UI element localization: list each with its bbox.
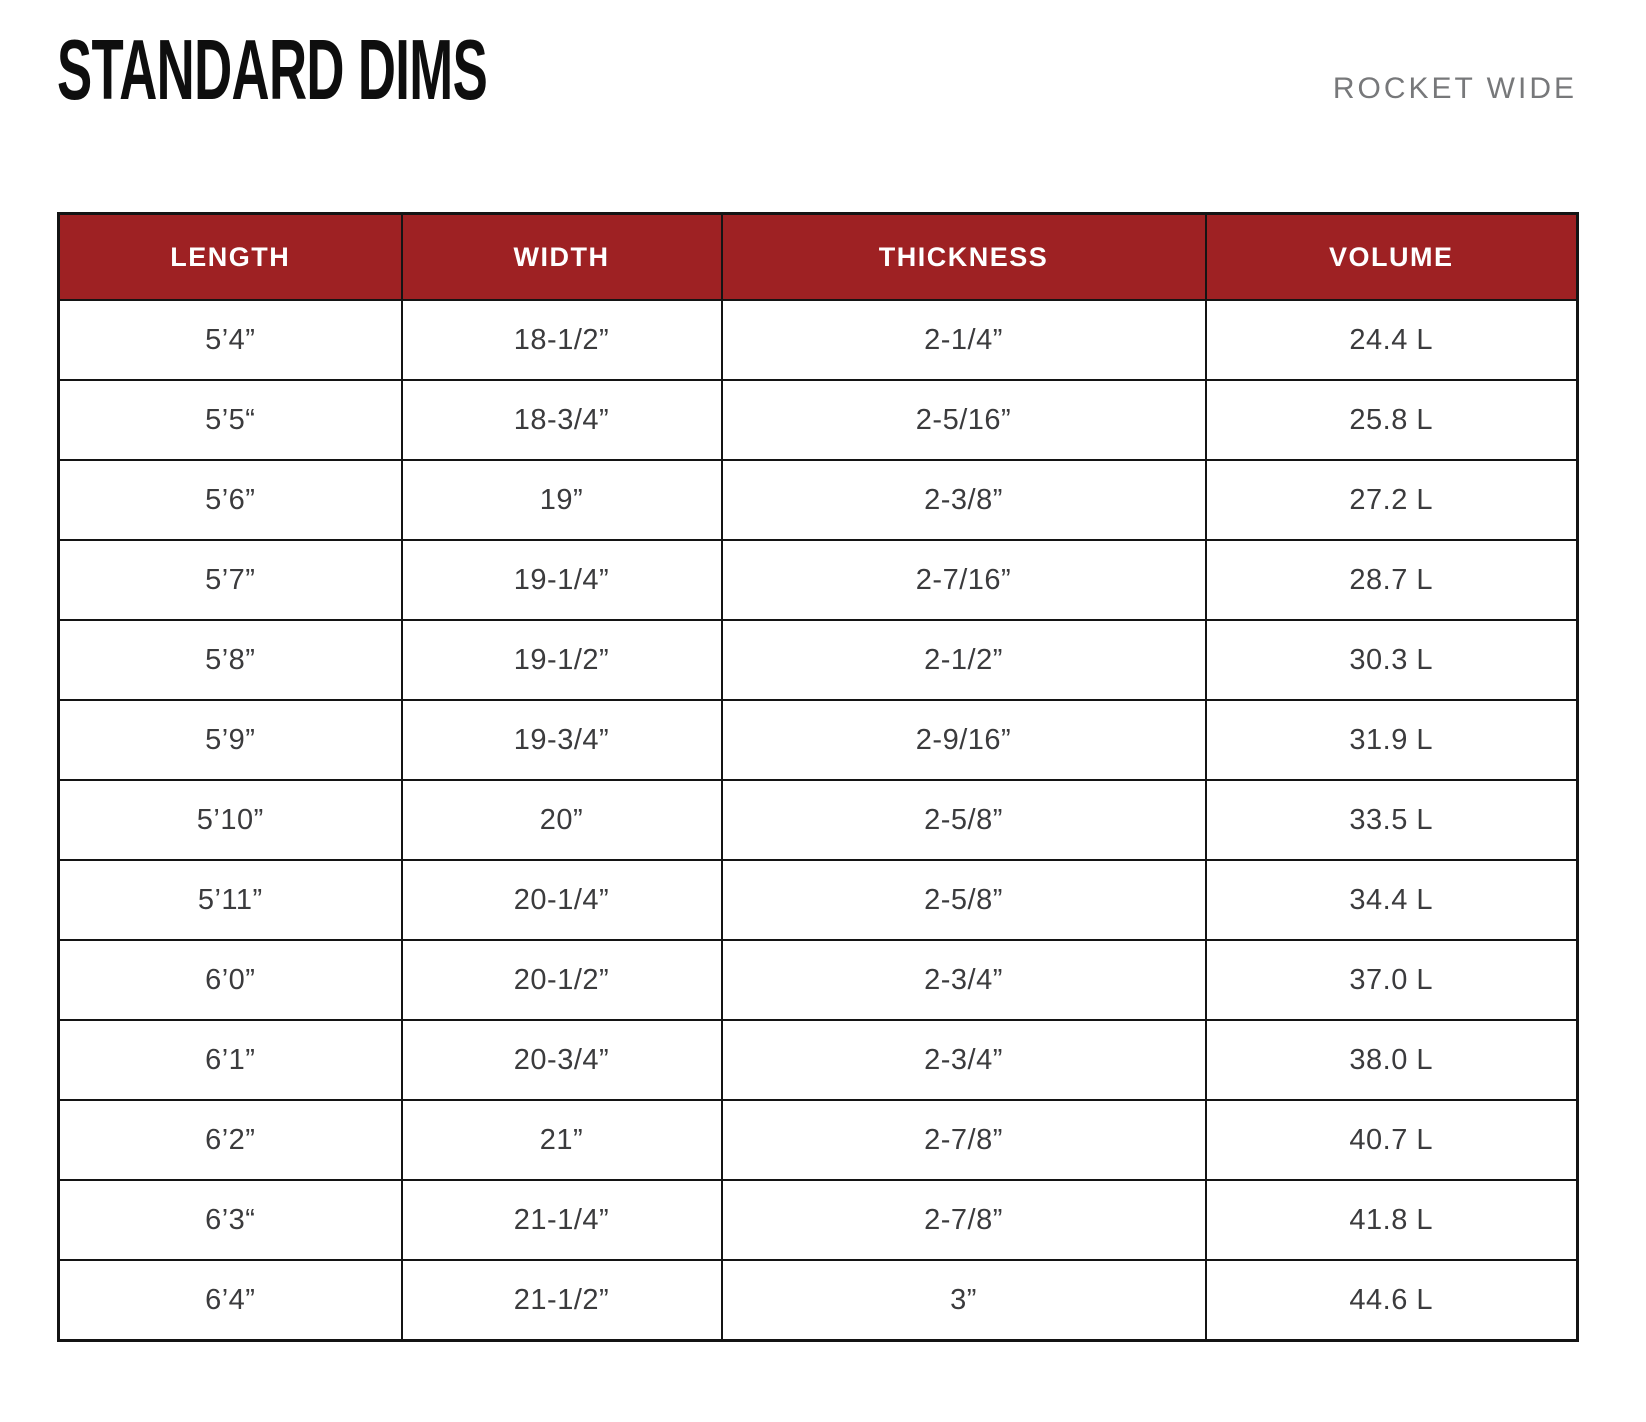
table-row: 6’1” 20-3/4” 2-3/4” 38.0 L (57, 1019, 1579, 1101)
cell-volume: 38.0 L (1204, 1019, 1579, 1101)
cell-thickness: 2-1/4” (720, 299, 1207, 381)
page-title: STANDARD DIMS (57, 23, 488, 118)
cell-volume: 30.3 L (1204, 619, 1579, 701)
cell-volume: 33.5 L (1204, 779, 1579, 861)
column-header-volume: VOLUME (1204, 212, 1579, 301)
cell-width: 20-1/4” (400, 859, 723, 941)
cell-width: 21” (400, 1099, 723, 1181)
cell-width: 21-1/2” (400, 1259, 723, 1342)
cell-thickness: 2-3/4” (720, 1019, 1207, 1101)
cell-width: 19-1/2” (400, 619, 723, 701)
cell-width: 21-1/4” (400, 1179, 723, 1261)
cell-length: 6’0” (57, 939, 403, 1021)
table-row: 5’5“ 18-3/4” 2-5/16” 25.8 L (57, 379, 1579, 461)
cell-length: 5’4” (57, 299, 403, 381)
table-row: 5’9” 19-3/4” 2-9/16” 31.9 L (57, 699, 1579, 781)
table-row: 6’4” 21-1/2” 3” 44.6 L (57, 1259, 1579, 1342)
cell-volume: 28.7 L (1204, 539, 1579, 621)
cell-volume: 44.6 L (1204, 1259, 1579, 1342)
cell-width: 20” (400, 779, 723, 861)
cell-length: 5’7” (57, 539, 403, 621)
cell-thickness: 2-1/2” (720, 619, 1207, 701)
cell-width: 18-1/2” (400, 299, 723, 381)
column-header-width: WIDTH (400, 212, 723, 301)
cell-width: 18-3/4” (400, 379, 723, 461)
cell-volume: 27.2 L (1204, 459, 1579, 541)
cell-length: 5’10” (57, 779, 403, 861)
cell-length: 5’11” (57, 859, 403, 941)
column-header-thickness: THICKNESS (720, 212, 1207, 301)
table-row: 5’7” 19-1/4” 2-7/16” 28.7 L (57, 539, 1579, 621)
cell-volume: 41.8 L (1204, 1179, 1579, 1261)
cell-length: 5’9” (57, 699, 403, 781)
cell-width: 19-3/4” (400, 699, 723, 781)
cell-width: 20-1/2” (400, 939, 723, 1021)
column-header-length: LENGTH (57, 212, 403, 301)
cell-thickness: 2-3/4” (720, 939, 1207, 1021)
cell-thickness: 2-7/8” (720, 1099, 1207, 1181)
table-row: 5’6” 19” 2-3/8” 27.2 L (57, 459, 1579, 541)
cell-length: 6’2” (57, 1099, 403, 1181)
cell-volume: 24.4 L (1204, 299, 1579, 381)
cell-length: 5’6” (57, 459, 403, 541)
cell-thickness: 2-5/8” (720, 779, 1207, 861)
cell-thickness: 2-9/16” (720, 699, 1207, 781)
cell-thickness: 2-5/16” (720, 379, 1207, 461)
cell-width: 19” (400, 459, 723, 541)
cell-volume: 40.7 L (1204, 1099, 1579, 1181)
cell-thickness: 3” (720, 1259, 1207, 1342)
table-row: 5’4” 18-1/2” 2-1/4” 24.4 L (57, 299, 1579, 381)
cell-width: 20-3/4” (400, 1019, 723, 1101)
cell-volume: 34.4 L (1204, 859, 1579, 941)
table-row: 5’10” 20” 2-5/8” 33.5 L (57, 779, 1579, 861)
cell-length: 6’1” (57, 1019, 403, 1101)
cell-thickness: 2-3/8” (720, 459, 1207, 541)
cell-thickness: 2-7/16” (720, 539, 1207, 621)
cell-length: 6’4” (57, 1259, 403, 1342)
cell-thickness: 2-5/8” (720, 859, 1207, 941)
table-row: 6’2” 21” 2-7/8” 40.7 L (57, 1099, 1579, 1181)
cell-thickness: 2-7/8” (720, 1179, 1207, 1261)
cell-volume: 31.9 L (1204, 699, 1579, 781)
table-header-row: LENGTH WIDTH THICKNESS VOLUME (57, 212, 1579, 301)
cell-volume: 25.8 L (1204, 379, 1579, 461)
dims-table: LENGTH WIDTH THICKNESS VOLUME 5’4” 18-1/… (57, 212, 1579, 1342)
cell-length: 5’8” (57, 619, 403, 701)
table-row: 6’3“ 21-1/4” 2-7/8” 41.8 L (57, 1179, 1579, 1261)
table-row: 5’8” 19-1/2” 2-1/2” 30.3 L (57, 619, 1579, 701)
table-row: 5’11” 20-1/4” 2-5/8” 34.4 L (57, 859, 1579, 941)
cell-width: 19-1/4” (400, 539, 723, 621)
cell-length: 6’3“ (57, 1179, 403, 1261)
model-name: ROCKET WIDE (1332, 72, 1577, 105)
cell-volume: 37.0 L (1204, 939, 1579, 1021)
cell-length: 5’5“ (57, 379, 403, 461)
table-row: 6’0” 20-1/2” 2-3/4” 37.0 L (57, 939, 1579, 1021)
